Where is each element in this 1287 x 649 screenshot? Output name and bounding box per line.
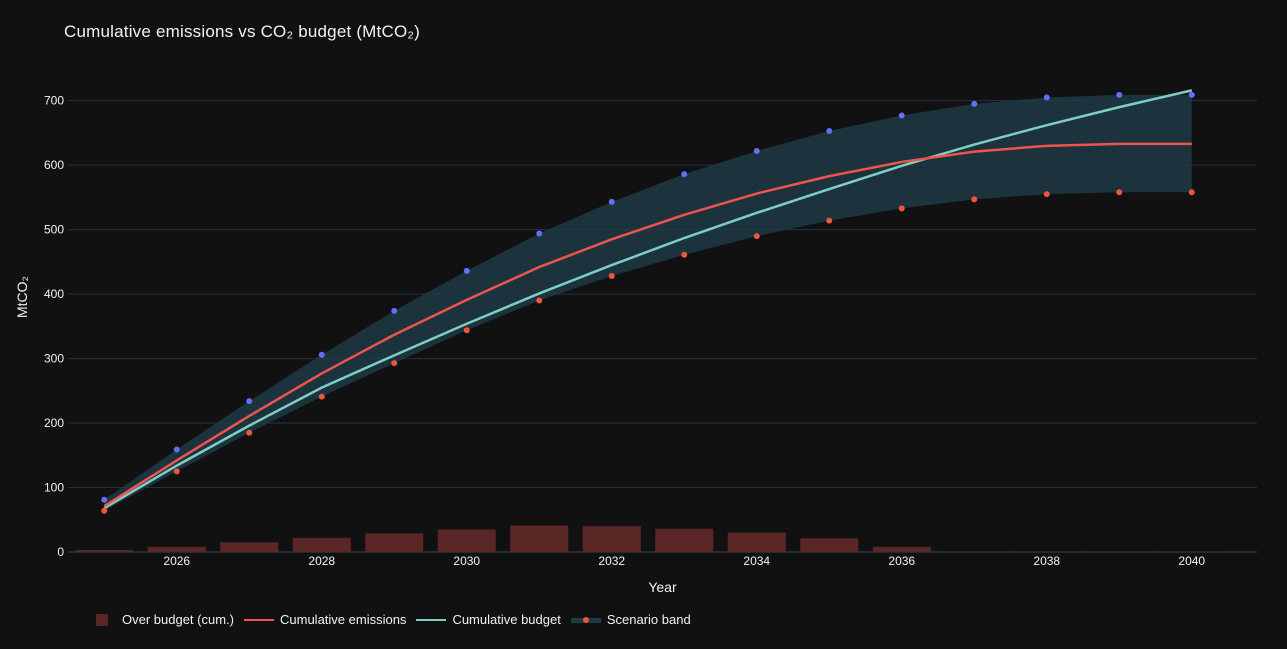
band-upper-point-2033 [681,171,688,178]
band-upper-point-2030 [463,267,470,274]
tick-layer: 0 100 200 300 400 500 600 700 2026 2028 2030 2032 20… [44,94,1205,568]
x-tick-label-2040: 2040 [1178,554,1205,568]
band-lower-point-2037 [971,196,978,203]
band-lower-point-2030 [463,327,470,334]
y-tick-label-300: 300 [44,352,64,366]
bar-over-budget-2031 [510,525,569,552]
legend-label-emissions: Cumulative emissions [280,612,407,627]
band-layer [104,94,1192,511]
band-upper-point-2035 [826,127,833,134]
band-lower-point-2040 [1188,189,1195,196]
bar-over-budget-2030 [437,529,496,552]
legend-label-band: Scenario band [606,612,691,627]
bar-over-budget-2026 [147,546,206,552]
band-upper-point-2037 [971,100,978,107]
bar-over-budget-2029 [365,533,424,552]
y-tick-label-100: 100 [44,481,64,495]
x-tick-label-2026: 2026 [163,554,190,568]
band-lower-point-2039 [1116,189,1123,196]
x-tick-label-2034: 2034 [743,554,770,568]
legend-label-over-budget: Over budget (cum.) [122,612,234,627]
legend-label-budget: Cumulative budget [452,612,561,627]
band-upper-point-2039 [1116,91,1123,98]
x-tick-label-2038: 2038 [1033,554,1060,568]
band-lower-point-2038 [1043,191,1050,198]
bar-over-budget-2035 [800,538,859,552]
bar-over-budget-2037 [945,551,1004,552]
x-tick-label-2030: 2030 [453,554,480,568]
bar-over-budget-2027 [220,542,279,552]
x-tick-label-2028: 2028 [308,554,335,568]
legend: Over budget (cum.) Cumulative emissions … [92,612,701,627]
band-upper-point-2031 [536,230,543,237]
band-upper-point-2034 [753,147,760,154]
line-cumulative-budget [103,89,1193,510]
bar-layer [75,525,1221,552]
y-tick-label-600: 600 [44,158,64,172]
band-upper-point-2036 [898,112,905,119]
band-upper-point-2028 [318,351,325,358]
bar-over-budget-2033 [655,528,714,552]
bar-over-budget-2028 [292,537,351,552]
y-axis-title: MtCO₂ [14,276,30,318]
x-axis-title: Year [648,579,677,595]
marker-layer [101,91,1195,514]
band-upper-point-2040 [1188,91,1195,98]
legend-swatch-emissions [244,613,274,627]
legend-item-over-budget[interactable]: Over budget (cum.) [92,612,234,627]
legend-swatch-over-budget [96,613,108,626]
band-lower-point-2032 [608,273,615,280]
bar-over-budget-2032 [582,526,641,552]
band-lower-point-2035 [826,217,833,224]
x-tick-label-2032: 2032 [598,554,625,568]
bar-over-budget-2036 [872,546,931,552]
y-tick-label-200: 200 [44,416,64,430]
line-layer [103,89,1193,510]
band-upper-point-2029 [391,307,398,314]
y-tick-label-700: 700 [44,94,64,108]
legend-item-emissions[interactable]: Cumulative emissions [244,612,406,627]
band-lower-point-2031 [536,297,543,304]
y-tick-label-0: 0 [57,545,64,559]
band-upper-point-2027 [246,398,253,405]
band-upper-point-2025 [101,496,108,503]
bar-over-budget-2040 [1162,551,1221,552]
bar-over-budget-2038 [1017,551,1076,552]
chart-title: Cumulative emissions vs CO₂ budget (MtCO… [64,22,421,41]
x-tick-label-2036: 2036 [888,554,915,568]
band-lower-point-2026 [173,468,180,475]
line-cumulative-emissions [103,142,1192,508]
legend-item-band[interactable]: Scenario band [570,612,691,627]
bar-over-budget-2025 [75,550,134,552]
y-tick-label-500: 500 [44,223,64,237]
scenario-band-area [104,94,1192,511]
y-tick-label-400: 400 [44,287,64,301]
band-lower-point-2027 [246,429,253,436]
bar-over-budget-2039 [1090,551,1149,552]
band-upper-point-2032 [608,198,615,205]
band-lower-point-2029 [391,360,398,367]
legend-swatch-band [570,613,601,627]
band-lower-point-2036 [898,205,905,212]
band-lower-point-2033 [681,251,688,258]
band-lower-point-2034 [753,233,760,240]
legend-swatch-budget [416,613,447,627]
bar-over-budget-2034 [727,532,786,552]
band-lower-point-2028 [318,393,325,400]
band-upper-point-2026 [173,446,180,453]
band-upper-point-2038 [1043,94,1050,101]
band-lower-point-2025 [101,507,108,514]
legend-item-budget[interactable]: Cumulative budget [416,612,561,627]
